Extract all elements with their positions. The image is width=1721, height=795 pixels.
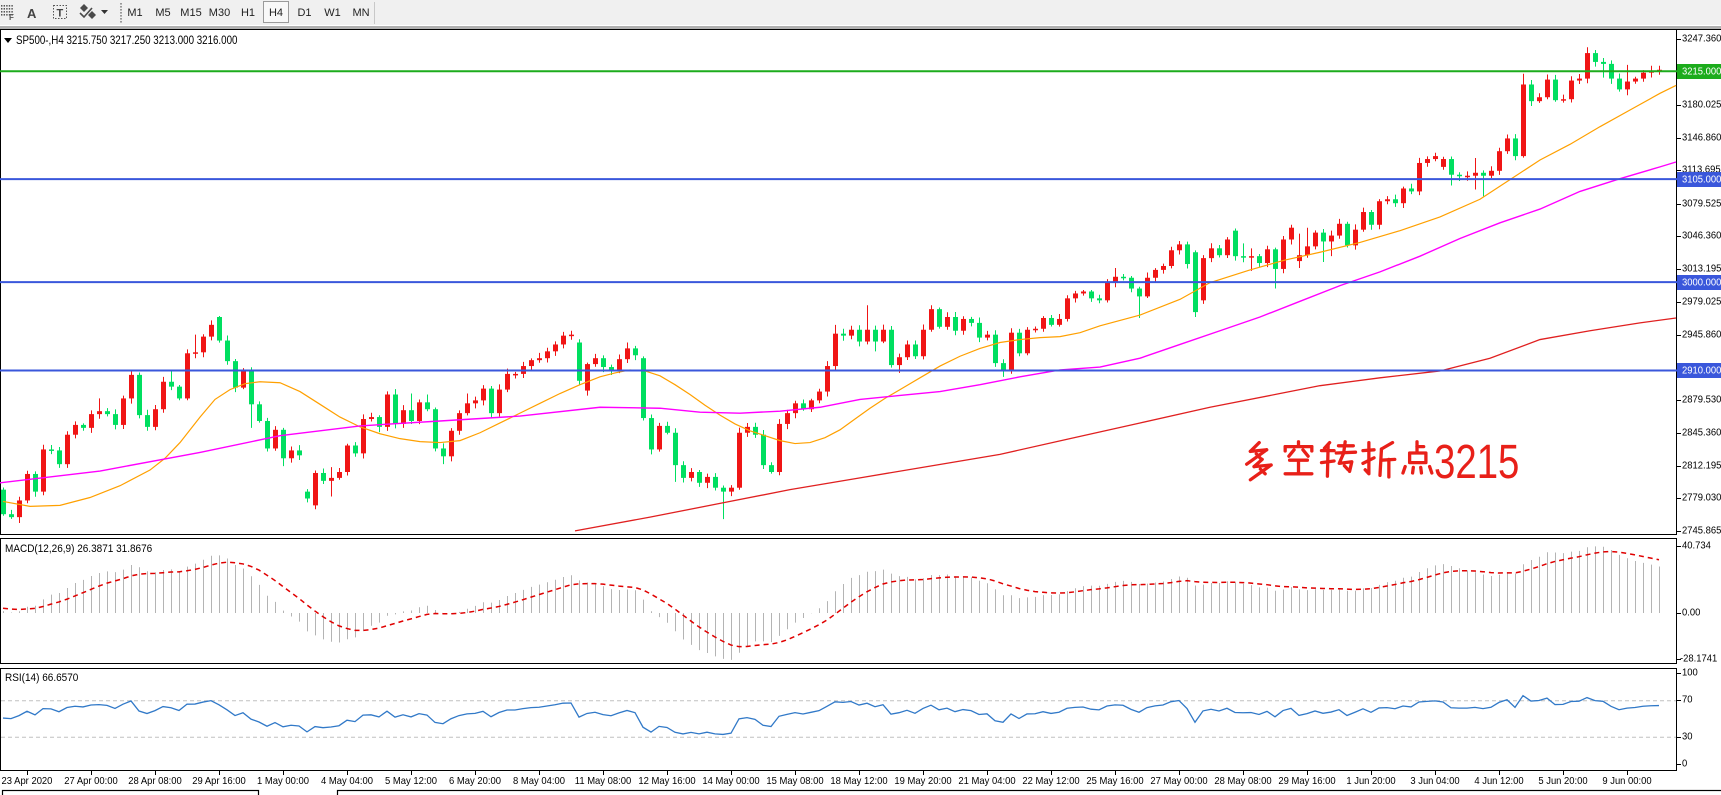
svg-text:2945.860: 2945.860 — [1682, 329, 1721, 341]
svg-text:9 Jun 00:00: 9 Jun 00:00 — [1602, 776, 1652, 788]
svg-text:25 May 16:00: 25 May 16:00 — [1086, 776, 1144, 788]
svg-text:40.734: 40.734 — [1682, 540, 1711, 552]
svg-text:0.00: 0.00 — [1682, 607, 1701, 619]
svg-text:M1: M1 — [127, 7, 142, 19]
svg-text:8 May 04:00: 8 May 04:00 — [513, 776, 565, 788]
svg-text:21 May 04:00: 21 May 04:00 — [958, 776, 1016, 788]
svg-text:2745.865: 2745.865 — [1682, 525, 1721, 537]
svg-text:27 Apr 00:00: 27 Apr 00:00 — [64, 776, 118, 788]
svg-text:3 Jun 04:00: 3 Jun 04:00 — [1410, 776, 1460, 788]
svg-text:MN: MN — [352, 7, 369, 19]
svg-text:T: T — [57, 8, 64, 20]
svg-text:1 May 00:00: 1 May 00:00 — [257, 776, 309, 788]
svg-text:18 May 12:00: 18 May 12:00 — [830, 776, 888, 788]
svg-text:SP500-,H4 3215.750 3217.250 3: SP500-,H4 3215.750 3217.250 3213.000 321… — [16, 34, 237, 47]
svg-text:2812.195: 2812.195 — [1682, 460, 1721, 472]
svg-text:3046.360: 3046.360 — [1682, 230, 1721, 242]
svg-text:14 May 00:00: 14 May 00:00 — [702, 776, 760, 788]
svg-text:3180.025: 3180.025 — [1682, 99, 1721, 111]
svg-text:1 Jun 20:00: 1 Jun 20:00 — [1346, 776, 1396, 788]
svg-text:MACD(12,26,9) 26.3871 31.8676: MACD(12,26,9) 26.3871 31.8676 — [5, 542, 152, 555]
svg-text:70: 70 — [1682, 694, 1693, 706]
svg-text:5 May 12:00: 5 May 12:00 — [385, 776, 437, 788]
svg-text:5 Jun 20:00: 5 Jun 20:00 — [1538, 776, 1588, 788]
svg-text:2845.360: 2845.360 — [1682, 427, 1721, 439]
svg-text:6 May 20:00: 6 May 20:00 — [449, 776, 501, 788]
svg-text:H4: H4 — [269, 7, 283, 19]
svg-text:H1: H1 — [241, 7, 255, 19]
svg-text:A: A — [27, 6, 37, 21]
svg-text:-28.1741: -28.1741 — [1680, 653, 1718, 665]
svg-text:28 Apr 08:00: 28 Apr 08:00 — [128, 776, 182, 788]
svg-text:100: 100 — [1682, 667, 1698, 679]
svg-text:2910.000: 2910.000 — [1682, 365, 1721, 377]
svg-text:30: 30 — [1682, 731, 1693, 743]
svg-text:3013.195: 3013.195 — [1682, 263, 1721, 275]
svg-text:W1: W1 — [324, 7, 341, 19]
svg-text:3113.695: 3113.695 — [1682, 164, 1721, 176]
svg-text:19 May 20:00: 19 May 20:00 — [894, 776, 952, 788]
svg-text:2979.025: 2979.025 — [1682, 296, 1721, 308]
svg-text:M5: M5 — [155, 7, 170, 19]
svg-text:2779.030: 2779.030 — [1682, 492, 1721, 504]
svg-text:0: 0 — [1682, 758, 1688, 770]
svg-text:3146.860: 3146.860 — [1682, 132, 1721, 144]
svg-text:2879.530: 2879.530 — [1682, 394, 1721, 406]
svg-text:4 May 04:00: 4 May 04:00 — [321, 776, 373, 788]
svg-text:29 May 16:00: 29 May 16:00 — [1278, 776, 1336, 788]
svg-text:3079.525: 3079.525 — [1682, 198, 1721, 210]
svg-text:3000.000: 3000.000 — [1682, 277, 1721, 289]
svg-text:4 Jun 12:00: 4 Jun 12:00 — [1474, 776, 1524, 788]
svg-text:28 May 08:00: 28 May 08:00 — [1214, 776, 1272, 788]
svg-text:27 May 00:00: 27 May 00:00 — [1150, 776, 1208, 788]
svg-text:M15: M15 — [180, 7, 201, 19]
svg-text:3105.000: 3105.000 — [1682, 174, 1721, 186]
svg-text:F: F — [9, 13, 14, 22]
svg-text:3215.000: 3215.000 — [1682, 66, 1721, 78]
svg-text:3247.360: 3247.360 — [1682, 33, 1721, 45]
svg-text:15 May 08:00: 15 May 08:00 — [766, 776, 824, 788]
svg-text:29 Apr 16:00: 29 Apr 16:00 — [192, 776, 246, 788]
svg-text:3215: 3215 — [1434, 436, 1519, 489]
svg-text:22 May 12:00: 22 May 12:00 — [1022, 776, 1080, 788]
svg-text:M30: M30 — [209, 7, 230, 19]
svg-text:23 Apr 2020: 23 Apr 2020 — [2, 776, 53, 788]
svg-text:11 May 08:00: 11 May 08:00 — [575, 776, 632, 788]
svg-text:12 May 16:00: 12 May 16:00 — [638, 776, 696, 788]
svg-text:RSI(14) 66.6570: RSI(14) 66.6570 — [5, 671, 78, 684]
svg-text:D1: D1 — [297, 7, 311, 19]
